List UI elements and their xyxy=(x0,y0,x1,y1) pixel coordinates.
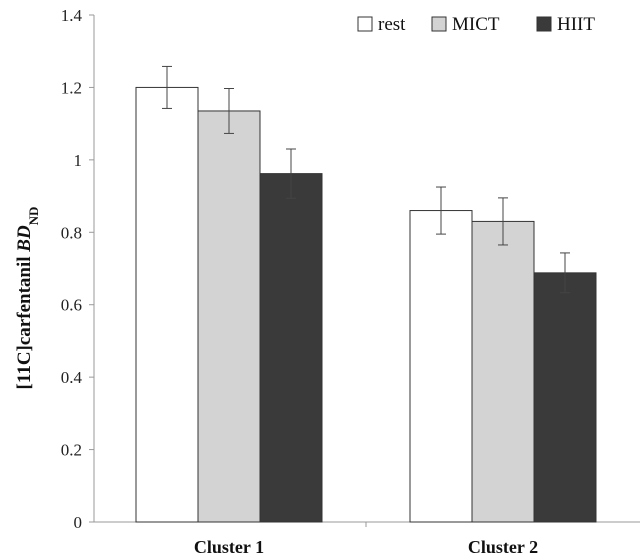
bar-mict-2 xyxy=(471,220,535,523)
legend-swatch-mict xyxy=(431,16,447,32)
bar-hiit-1 xyxy=(259,173,323,523)
legend: rest MICT HIIT xyxy=(357,14,595,35)
y-axis-label-subscript: ND xyxy=(26,207,41,226)
x-category-label: Cluster 1 xyxy=(194,537,264,557)
y-tick-label: 0.2 xyxy=(61,441,82,460)
bar-rest-1 xyxy=(135,86,199,523)
legend-label-rest: rest xyxy=(378,14,406,35)
y-tick-label: 1.2 xyxy=(61,78,82,97)
legend-swatch-hiit xyxy=(536,16,552,32)
x-axis-labels: Cluster 1 Cluster 2 xyxy=(194,537,538,557)
error-bars xyxy=(162,65,570,294)
y-tick-label: 1.4 xyxy=(61,6,83,25)
y-tick-label: 0 xyxy=(74,513,83,532)
legend-label-mict: MICT xyxy=(452,14,500,35)
y-axis-label: [11C]carfentanil BDND xyxy=(14,207,41,390)
y-axis-label-italic: BD xyxy=(14,225,35,253)
legend-label-hiit: HIIT xyxy=(557,14,595,35)
y-tick-label: 0.6 xyxy=(61,296,82,315)
y-tick-label: 0.8 xyxy=(61,223,82,242)
x-category-label: Cluster 2 xyxy=(468,537,538,557)
bars xyxy=(135,86,597,523)
bar-hiit-2 xyxy=(533,272,597,523)
bar-mict-1 xyxy=(197,110,261,523)
legend-swatch-rest xyxy=(357,16,373,32)
y-tick-label: 1 xyxy=(74,151,83,170)
y-tick-label: 0.4 xyxy=(61,368,83,387)
y-axis-ticks: 0 0.2 0.4 0.6 0.8 1 1.2 1.4 xyxy=(61,6,94,532)
bar-rest-2 xyxy=(409,210,473,523)
y-axis-label-main: [11C]carfentanil xyxy=(14,252,35,390)
